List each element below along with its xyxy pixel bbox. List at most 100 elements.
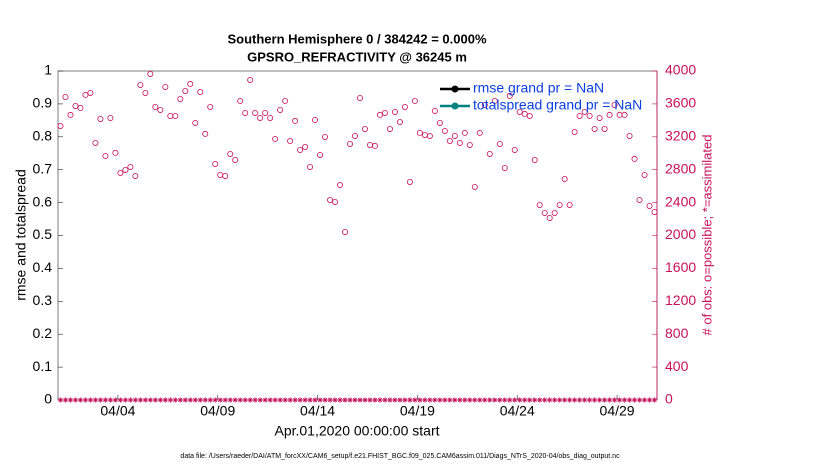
point <box>117 397 123 403</box>
point <box>447 397 453 403</box>
point <box>401 103 408 110</box>
point <box>172 112 179 119</box>
point <box>416 129 423 136</box>
point <box>367 397 373 403</box>
point <box>57 122 64 129</box>
point <box>172 397 178 403</box>
point <box>611 101 618 108</box>
y2-tick-label: 1600 <box>665 259 696 275</box>
point <box>332 397 338 403</box>
point <box>542 397 548 403</box>
point <box>67 397 74 403</box>
point <box>102 152 109 159</box>
point <box>432 397 438 403</box>
point <box>292 397 298 403</box>
point <box>322 133 329 140</box>
point <box>371 142 378 149</box>
point <box>547 397 553 403</box>
point <box>641 171 648 178</box>
point <box>426 132 433 139</box>
point <box>601 125 608 132</box>
point <box>576 112 583 119</box>
point <box>107 397 114 403</box>
point <box>441 127 448 134</box>
point <box>197 88 204 95</box>
point <box>312 397 318 403</box>
point <box>522 397 528 403</box>
y2-tick-label: 1200 <box>665 292 696 308</box>
point <box>207 397 213 403</box>
point <box>377 397 383 403</box>
point <box>392 397 398 403</box>
point <box>212 160 219 167</box>
y2-tick-label: 400 <box>665 358 689 374</box>
point <box>342 397 348 403</box>
point <box>197 397 203 403</box>
point <box>117 169 124 176</box>
x-tick-label: 04/19 <box>400 403 435 419</box>
point <box>342 228 349 235</box>
footer: data file: /Users/raeder/DAI/ATM_forcXX/… <box>180 453 620 460</box>
point <box>582 397 588 403</box>
y2-tick-label: 3200 <box>665 128 696 144</box>
point <box>427 397 433 403</box>
point <box>82 91 89 98</box>
point <box>636 196 643 203</box>
point <box>277 397 283 403</box>
point <box>417 397 423 403</box>
point <box>227 397 233 403</box>
point <box>492 397 498 403</box>
point <box>57 397 64 403</box>
x-tick-label: 04/09 <box>200 403 235 419</box>
point <box>317 151 324 158</box>
point <box>307 397 313 403</box>
point <box>282 397 288 403</box>
y2-tick-label: 2800 <box>665 160 696 176</box>
y-tick-label: 0.2 <box>33 325 53 341</box>
y2-tick-label: 0 <box>665 391 673 407</box>
y-tick-label: 1 <box>44 62 52 78</box>
point <box>472 397 478 403</box>
x-tick-label: 04/29 <box>600 403 635 419</box>
chart-subtitle: GPSRO_REFRACTIVITY @ 36245 m <box>247 49 467 64</box>
point <box>431 107 438 114</box>
point <box>356 94 363 101</box>
point <box>626 397 633 403</box>
point <box>411 97 418 104</box>
point <box>147 70 154 77</box>
point <box>461 129 468 136</box>
point <box>467 397 473 403</box>
point <box>517 397 523 403</box>
y-tick-label: 0.5 <box>33 226 53 242</box>
point <box>596 397 603 403</box>
point <box>376 111 383 118</box>
point <box>456 139 463 146</box>
point <box>157 106 164 113</box>
point <box>72 397 79 403</box>
y-axis-label: rmse and totalspread <box>13 169 29 301</box>
point <box>192 119 199 126</box>
point <box>247 76 254 83</box>
point <box>502 397 508 403</box>
point <box>586 112 593 119</box>
point <box>102 397 109 403</box>
point <box>531 156 538 163</box>
point <box>247 397 253 403</box>
point <box>556 201 563 208</box>
point <box>112 397 119 403</box>
point <box>72 102 79 109</box>
point <box>362 397 368 403</box>
point <box>646 202 653 209</box>
point <box>167 397 173 403</box>
point <box>312 116 319 123</box>
point <box>446 137 453 144</box>
x-tick-label: 04/04 <box>100 403 135 419</box>
point <box>107 114 114 121</box>
point <box>287 137 294 144</box>
point <box>591 125 598 132</box>
point <box>382 397 388 403</box>
point <box>142 89 149 96</box>
point <box>352 397 358 403</box>
y-tick-label: 0 <box>44 391 52 407</box>
